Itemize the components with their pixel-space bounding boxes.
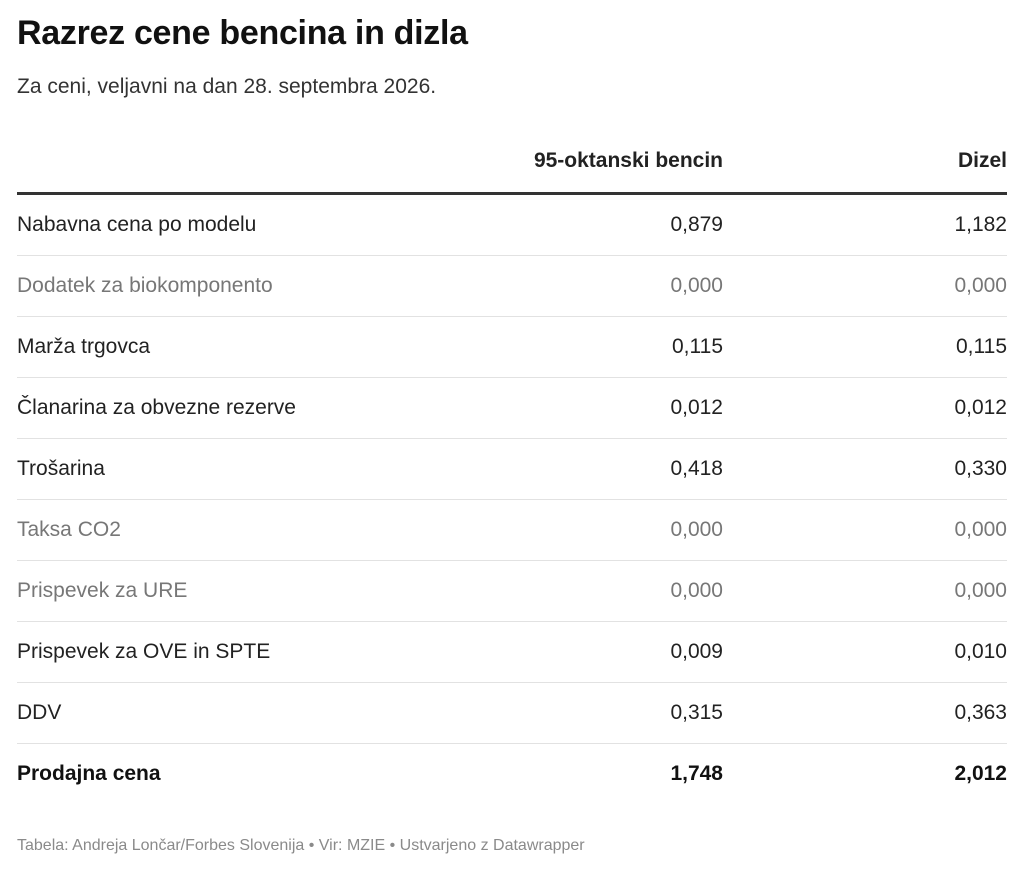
cell-diesel-value: 0,000: [723, 255, 1007, 317]
cell-petrol-value: 0,000: [487, 560, 723, 622]
table-row: Članarina za obvezne rezerve 0,012 0,012: [17, 377, 1007, 439]
row-label: Članarina za obvezne rezerve: [17, 377, 487, 439]
cell-diesel-value: 1,182: [723, 193, 1007, 256]
cell-petrol-value: 1,748: [670, 762, 723, 785]
row-label: Dodatek za biokomponento: [17, 255, 487, 317]
cell-petrol-value: 0,012: [487, 377, 723, 439]
row-label: Marža trgovca: [17, 316, 487, 378]
table-header-row: 95-oktanski bencin Dizel: [17, 130, 1007, 195]
cell-diesel-value: 2,012: [954, 762, 1007, 785]
cell-diesel-value: 0,115: [723, 316, 1007, 378]
chart-title: Razrez cene bencina in dizla: [17, 14, 468, 52]
cell-diesel-value: 0,000: [723, 560, 1007, 622]
table-row: Trošarina 0,418 0,330: [17, 438, 1007, 500]
column-header-label: [17, 130, 487, 195]
chart-subtitle: Za ceni, veljavni na dan 28. septembra 2…: [17, 75, 437, 98]
table-row-total: Prodajna cena 1,748 2,012: [17, 744, 1007, 805]
cell-petrol-value: 0,009: [487, 621, 723, 683]
row-label: Prodajna cena: [17, 762, 161, 785]
table-row: DDV 0,315 0,363: [17, 682, 1007, 744]
table-row: Prispevek za OVE in SPTE 0,009 0,010: [17, 621, 1007, 683]
cell-petrol-value: 0,315: [487, 682, 723, 744]
cell-diesel-value: 0,363: [723, 682, 1007, 744]
cell-petrol-value: 0,000: [487, 499, 723, 561]
price-breakdown-table: 95-oktanski bencin Dizel Nabavna cena po…: [17, 130, 1007, 804]
row-label: Taksa CO2: [17, 499, 487, 561]
cell-diesel-value: 0,000: [723, 499, 1007, 561]
table-row: Taksa CO2 0,000 0,000: [17, 499, 1007, 561]
cell-petrol-value: 0,879: [487, 193, 723, 256]
cell-petrol-value: 0,000: [487, 255, 723, 317]
row-label: Trošarina: [17, 438, 487, 500]
column-header-diesel: Dizel: [723, 130, 1007, 195]
table-row: Prispevek za URE 0,000 0,000: [17, 560, 1007, 622]
column-header-petrol: 95-oktanski bencin: [487, 130, 723, 195]
row-label: Prispevek za URE: [17, 560, 487, 622]
source-footer: Tabela: Andreja Lončar/Forbes Slovenija …: [17, 837, 585, 854]
row-label: Nabavna cena po modelu: [17, 193, 487, 256]
row-label: Prispevek za OVE in SPTE: [17, 621, 487, 683]
cell-petrol-value: 0,115: [487, 316, 723, 378]
table-row: Nabavna cena po modelu 0,879 1,182: [17, 193, 1007, 256]
cell-petrol-value: 0,418: [487, 438, 723, 500]
cell-diesel-value: 0,330: [723, 438, 1007, 500]
table-row: Dodatek za biokomponento 0,000 0,000: [17, 255, 1007, 317]
row-label: DDV: [17, 682, 487, 744]
table-row: Marža trgovca 0,115 0,115: [17, 316, 1007, 378]
table-body: Nabavna cena po modelu 0,879 1,182 Dodatek …: [17, 193, 1007, 805]
cell-diesel-value: 0,010: [723, 621, 1007, 683]
cell-diesel-value: 0,012: [723, 377, 1007, 439]
